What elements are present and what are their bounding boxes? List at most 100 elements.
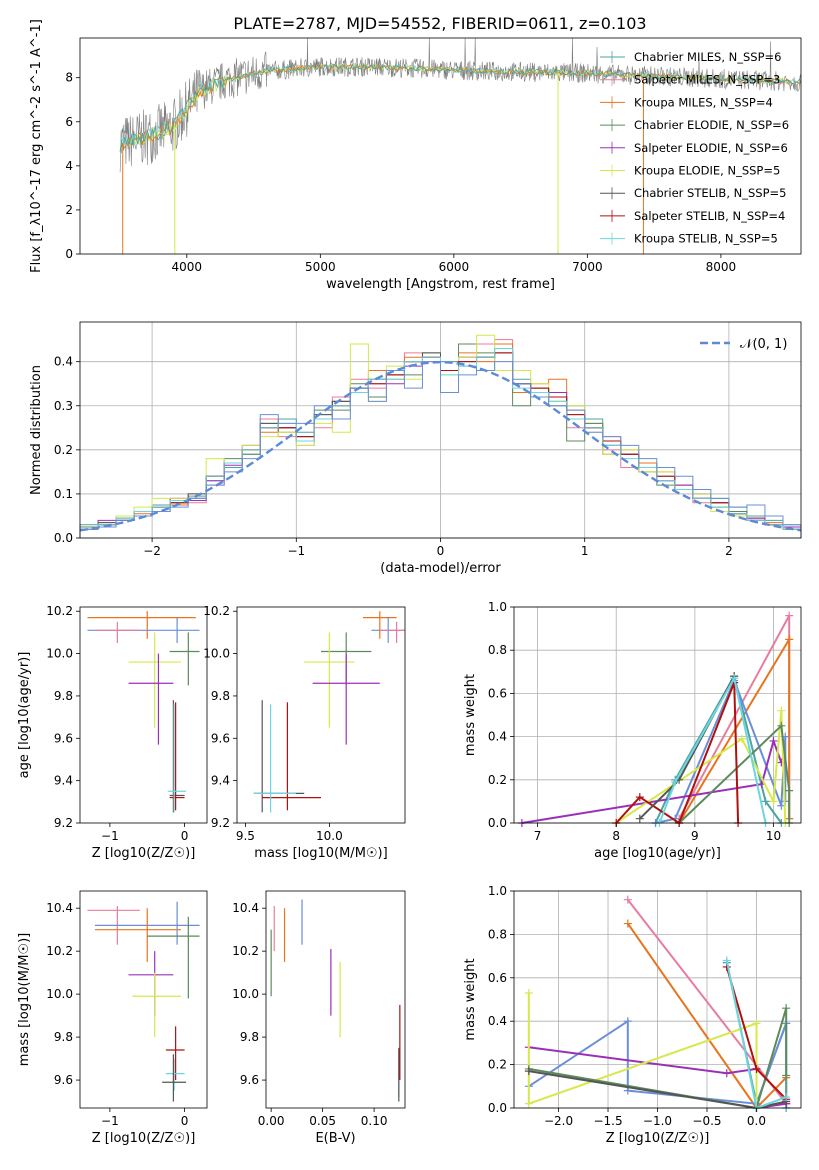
weight_vs_age-ytick-label: 0.4 (488, 730, 507, 744)
age_vs_mass-ytick-label: 9.6 (211, 731, 230, 745)
weight_vs_z-ytick-label: 0.4 (488, 1014, 507, 1028)
mass_vs_ebv-ytick-label: 9.8 (240, 1030, 259, 1044)
age_vs_z-frame (79, 606, 208, 824)
age_vs_z-ytick-label: 9.4 (54, 774, 73, 788)
weight_vs_age-ytick-label: 1.0 (488, 600, 507, 614)
weight-line-kroupa_stelib (658, 675, 767, 824)
histogram-royal (79, 361, 802, 538)
age_vs_mass-xlabel: mass [log10(M/M☉)] (254, 846, 387, 861)
residuals-ytick-label: 0.1 (54, 487, 73, 501)
weight_vs_age-xtick-label: 7 (534, 829, 542, 843)
weight-marker-kroupa_miles (785, 635, 794, 644)
mass_vs_z-xlabel: Z [log10(Z/Z☉)] (92, 1131, 196, 1146)
weight_vs_z-ytick-label: 0.2 (488, 1058, 507, 1072)
weight-marker-salpeter_stelib (635, 793, 644, 802)
legend-label: Salpeter ELODIE, N_SSP=6 (634, 141, 788, 155)
weight_vs_z-xtick-label: −1.5 (593, 1114, 622, 1128)
legend-label: Chabrier MILES, N_SSP=6 (634, 50, 781, 64)
weight_vs_z-ytick-label: 0.0 (488, 1101, 507, 1115)
mass_vs_ebv-ytick-label: 10.2 (232, 944, 259, 958)
residuals-ytick-label: 0.0 (54, 531, 73, 545)
weight-marker-chabrier_elodie (782, 1004, 791, 1013)
weight-marker-salpeter_stelib (752, 1064, 761, 1073)
spectrum-model-line (119, 63, 802, 152)
spectrum-xtick-label: 8000 (706, 260, 737, 274)
spectrum-legend: Chabrier MILES, N_SSP=6 Salpeter MILES, N… (600, 50, 789, 246)
weight_vs_z-xtick-label: −2.0 (544, 1114, 573, 1128)
residuals-ytick-label: 0.2 (54, 443, 73, 457)
weight-marker-salpeter_elodie (722, 1069, 731, 1078)
weight-marker-salpeter_elodie (769, 736, 778, 745)
spectrum-ytick-label: 2 (65, 203, 73, 217)
weight_vs_age-ytick-label: 0.2 (488, 773, 507, 787)
weight_vs_age-ylabel: mass weight (463, 674, 478, 756)
weight_vs_age-ytick-label: 0.0 (488, 816, 507, 830)
mass_vs_z-frame (79, 890, 208, 1109)
age_vs_z-xtick-label: −1 (101, 829, 119, 843)
weight-marker-chabrier_elodie (782, 1071, 791, 1080)
residuals-xtick-label: 2 (725, 544, 733, 558)
age_vs_mass-ytick-label: 10.0 (203, 647, 230, 661)
weight_vs_age-ytick-label: 0.6 (488, 686, 507, 700)
weight-marker-chabrier_elodie (777, 721, 786, 730)
age_vs_z-ylabel: age [log10(age/yr)] (17, 652, 32, 779)
residuals-ylabel: Normed distribution (29, 365, 44, 495)
spectrum-xtick-label: 7000 (572, 260, 603, 274)
weight-line-chabrier_elodie (678, 723, 791, 824)
mass_vs_ebv-xtick-label: 0.00 (258, 1114, 285, 1128)
weight-marker-kroupa_elodie (524, 1099, 533, 1108)
weight-marker-kroupa_elodie (769, 797, 778, 806)
residuals-ytick-label: 0.4 (54, 355, 73, 369)
weight-marker-chabrier_stelib (635, 814, 644, 823)
spectrum-xtick-label: 4000 (172, 260, 203, 274)
residuals-xtick-label: −1 (287, 544, 305, 558)
legend-label: Chabrier ELODIE, N_SSP=6 (634, 118, 789, 132)
mass_vs_z-xtick-label: 0 (181, 1114, 189, 1128)
weight-marker-salpeter_miles (785, 611, 794, 620)
weight-marker-kroupa_stelib (782, 1093, 791, 1102)
weight_vs_z-frame (513, 890, 802, 1109)
weight_vs_z-ylabel: mass weight (463, 958, 478, 1040)
weight_vs_z-ytick-label: 0.8 (488, 927, 507, 941)
weight_vs_age-xtick-label: 10 (766, 829, 781, 843)
weight-marker-kroupa_elodie (738, 734, 747, 743)
weight-marker-chabrier_miles (761, 797, 770, 806)
age_vs_z-ytick-label: 10.2 (46, 604, 73, 618)
weight-marker-chabrier_elodie (785, 786, 794, 795)
weight-marker-kroupa_elodie (524, 988, 533, 997)
age_vs_mass-ytick-label: 9.8 (211, 689, 230, 703)
residuals-xtick-label: −2 (143, 544, 161, 558)
spectrum-xtick-label: 6000 (439, 260, 470, 274)
age_vs_z-ytick-label: 10.0 (46, 647, 73, 661)
weight_vs_age-xtick-label: 9 (691, 829, 699, 843)
mass_vs_z-ytick-label: 10.4 (46, 901, 73, 915)
mass_vs_ebv-ytick-label: 9.6 (240, 1073, 259, 1087)
weight_vs_age-frame (513, 606, 802, 824)
residuals-xtick-label: 1 (581, 544, 589, 558)
weight-marker-kroupa_stelib (722, 956, 731, 965)
legend-label: Kroupa STELIB, N_SSP=5 (634, 232, 778, 246)
legend-label: Salpeter STELIB, N_SSP=4 (634, 209, 785, 223)
residuals-legend-label: 𝒩(0, 1) (740, 337, 787, 352)
age_vs_mass-ytick-label: 10.2 (203, 604, 230, 618)
spectrum-ylabel: Flux [f_λ10^-17 erg cm^-2 s^-1 A^-1] (29, 19, 44, 273)
residuals-frame (79, 321, 802, 539)
age_vs_mass-ytick-label: 9.4 (211, 774, 230, 788)
mass_vs_ebv-frame (265, 890, 406, 1109)
age_vs_mass-ytick-label: 9.2 (211, 816, 230, 830)
mass_vs_ebv-xtick-label: 0.10 (361, 1114, 388, 1128)
weight_vs_z-xlabel: Z [log10(Z/Z☉)] (606, 1131, 710, 1146)
normal-curve (79, 360, 802, 532)
spectrum-xtick-label: 5000 (305, 260, 336, 274)
weight-marker-kroupa_elodie (777, 706, 786, 715)
mass_vs_z-ytick-label: 9.8 (54, 1030, 73, 1044)
figure-title: PLATE=2787, MJD=54552, FIBERID=0611, z=0… (233, 14, 646, 33)
weight-marker-royal (623, 1017, 632, 1026)
age_vs_mass-frame (236, 606, 406, 824)
mass_vs_ebv-ytick-label: 10.4 (232, 901, 259, 915)
weight_vs_age-ytick-label: 0.8 (488, 643, 507, 657)
age_vs_z-xlabel: Z [log10(Z/Z☉)] (92, 846, 196, 861)
legend-label: Salpeter MILES, N_SSP=3 (634, 73, 780, 87)
